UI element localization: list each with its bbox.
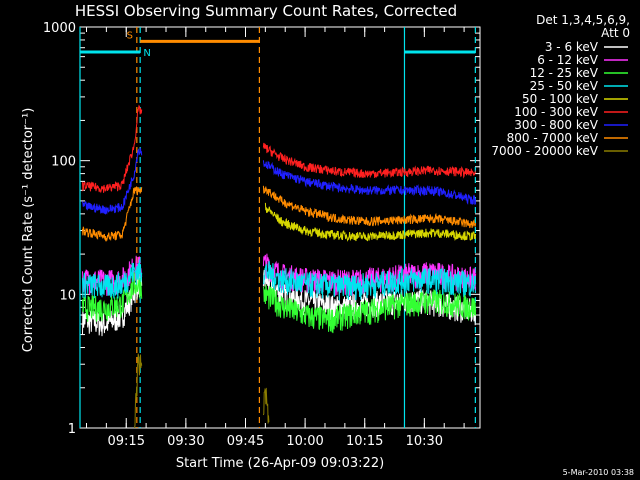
annotation-label: N	[143, 48, 150, 59]
y-tick-label: 10	[59, 288, 76, 303]
y-tick-label: 1000	[43, 21, 76, 36]
x-axis-label: Start Time (26-Apr-09 09:03:22)	[176, 456, 384, 471]
plot-area: 1 10 100 1000 09:15 09:30 09:45 10:00 10:15 10:30…	[43, 21, 481, 449]
y-tick-label: 100	[51, 155, 76, 170]
series-group	[82, 104, 477, 428]
legend-header: Det 1,3,4,5,6,9,	[536, 13, 630, 27]
x-tick-label: 09:30	[167, 434, 204, 449]
series-line	[82, 272, 477, 334]
series-line	[82, 185, 477, 242]
series-line	[82, 259, 477, 301]
x-tick-label: 10:00	[286, 434, 323, 449]
legend-label: 12 - 25 keV	[530, 66, 599, 80]
legend-label: 3 - 6 keV	[545, 40, 599, 54]
legend-label: 7000 - 20000 keV	[491, 144, 598, 158]
legend-subheader: Att 0	[601, 26, 630, 40]
y-axis-label: Corrected Count Rate (s⁻¹ detector⁻¹)	[21, 108, 36, 353]
series-line	[264, 202, 477, 242]
x-tick-label: 09:45	[227, 434, 264, 449]
legend-label: 25 - 50 keV	[530, 79, 599, 93]
x-tick-label: 10:15	[346, 434, 383, 449]
series-line	[82, 104, 477, 194]
annotation-label: S	[127, 30, 133, 41]
legend-label: 300 - 800 keV	[514, 118, 598, 132]
series-line	[82, 148, 477, 215]
legend-label: 100 - 300 keV	[514, 105, 598, 119]
legend-label: 6 - 12 keV	[537, 53, 599, 67]
x-tick-label: 09:15	[108, 434, 145, 449]
legend-label: 800 - 7000 keV	[507, 131, 599, 145]
legend-label: 50 - 100 keV	[522, 92, 599, 106]
timestamp: 5-Mar-2010 03:38	[563, 468, 634, 477]
series-line	[134, 353, 270, 428]
x-tick-label: 10:30	[406, 434, 443, 449]
y-tick-label: 1	[68, 422, 76, 437]
chart-title: HESSI Observing Summary Count Rates, Cor…	[75, 2, 457, 20]
